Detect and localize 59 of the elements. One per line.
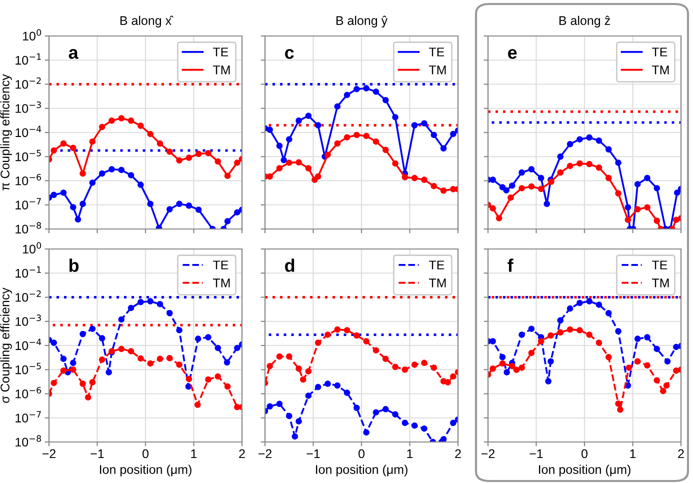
- y-tick-label: 10$^{−4}$: [16, 126, 42, 138]
- y-tick-label: 10$^{−3}$: [16, 314, 41, 326]
- annotation: f: [508, 258, 514, 272]
- x-tick-label: 1: [191, 449, 197, 458]
- x-tick-label: −2: [481, 449, 494, 458]
- y-tick-label: 10$^{−5}$: [16, 150, 41, 162]
- legend-label: TM: [428, 278, 446, 288]
- y-tick-label: 10$^{−1}$: [16, 53, 41, 65]
- y-tick-label: 10$^{−7}$: [16, 198, 41, 210]
- annotation: b: [69, 258, 79, 272]
- y-tick-label: 10$^{−5}$: [16, 362, 41, 374]
- legend-label: TE: [428, 48, 444, 56]
- y-tick-label: 10$^{−7}$: [16, 411, 41, 422]
- x-tick-label: −2: [42, 449, 56, 458]
- y-tick-label: 10$^{−6}$: [16, 386, 42, 398]
- x-tick-label: 2: [455, 449, 461, 458]
- x-tick-label: −1: [90, 449, 104, 458]
- y-tick-label: 10$^{−2}$: [16, 290, 41, 302]
- y-tick-label: 10$^{−1}$: [16, 266, 41, 278]
- chart-title: B along ẑ: [559, 16, 610, 28]
- x-axis-title: Ion position (μm): [538, 464, 630, 476]
- annotation: a: [68, 49, 78, 59]
- y-axis-title: π Coupling efficiency: [0, 74, 12, 190]
- x-tick-label: 1: [630, 449, 636, 458]
- x-axis-title: Ion position (μm): [316, 464, 408, 476]
- x-tick-label: 0: [358, 449, 364, 458]
- legend-label: TE: [212, 260, 228, 270]
- x-tick-label: −1: [306, 449, 320, 458]
- x-tick-label: 1: [407, 449, 413, 458]
- y-tick-label: 10$^{0}$: [23, 29, 42, 41]
- x-tick-label: 0: [582, 449, 588, 458]
- x-tick-label: −1: [530, 449, 543, 458]
- y-tick-label: 10$^{−8}$: [16, 222, 42, 234]
- chart-title: B along x̂: [120, 16, 174, 28]
- legend-label: TM: [652, 66, 669, 74]
- legend-label: TM: [428, 66, 446, 74]
- legend-label: TM: [212, 278, 230, 288]
- y-tick-label: 10$^{−6}$: [16, 174, 42, 186]
- x-axis-title: Ion position (μm): [100, 464, 192, 476]
- annotation: d: [285, 258, 294, 272]
- x-tick-label: −2: [258, 449, 272, 458]
- y-tick-label: 10$^{0}$: [23, 242, 42, 254]
- legend-label: TE: [652, 260, 668, 270]
- x-tick-label: 0: [142, 449, 148, 458]
- y-tick-label: 10$^{−4}$: [16, 338, 42, 350]
- legend-label: TE: [428, 260, 444, 270]
- legend-label: TM: [212, 66, 230, 74]
- legend-label: TM: [652, 278, 669, 288]
- legend-label: TE: [212, 48, 228, 56]
- annotation: c: [285, 49, 294, 59]
- y-tick-label: 10$^{−3}$: [16, 102, 41, 113]
- y-tick-label: 10$^{−8}$: [16, 435, 42, 447]
- annotation: e: [508, 49, 517, 59]
- y-axis-title: σ Coupling efficiency: [0, 288, 12, 403]
- y-tick-label: 10$^{−2}$: [16, 77, 41, 89]
- x-tick-label: 2: [239, 449, 245, 458]
- legend-label: TE: [652, 48, 668, 56]
- x-tick-label: 2: [678, 449, 684, 458]
- chart-title: B along ŷ: [336, 16, 388, 28]
